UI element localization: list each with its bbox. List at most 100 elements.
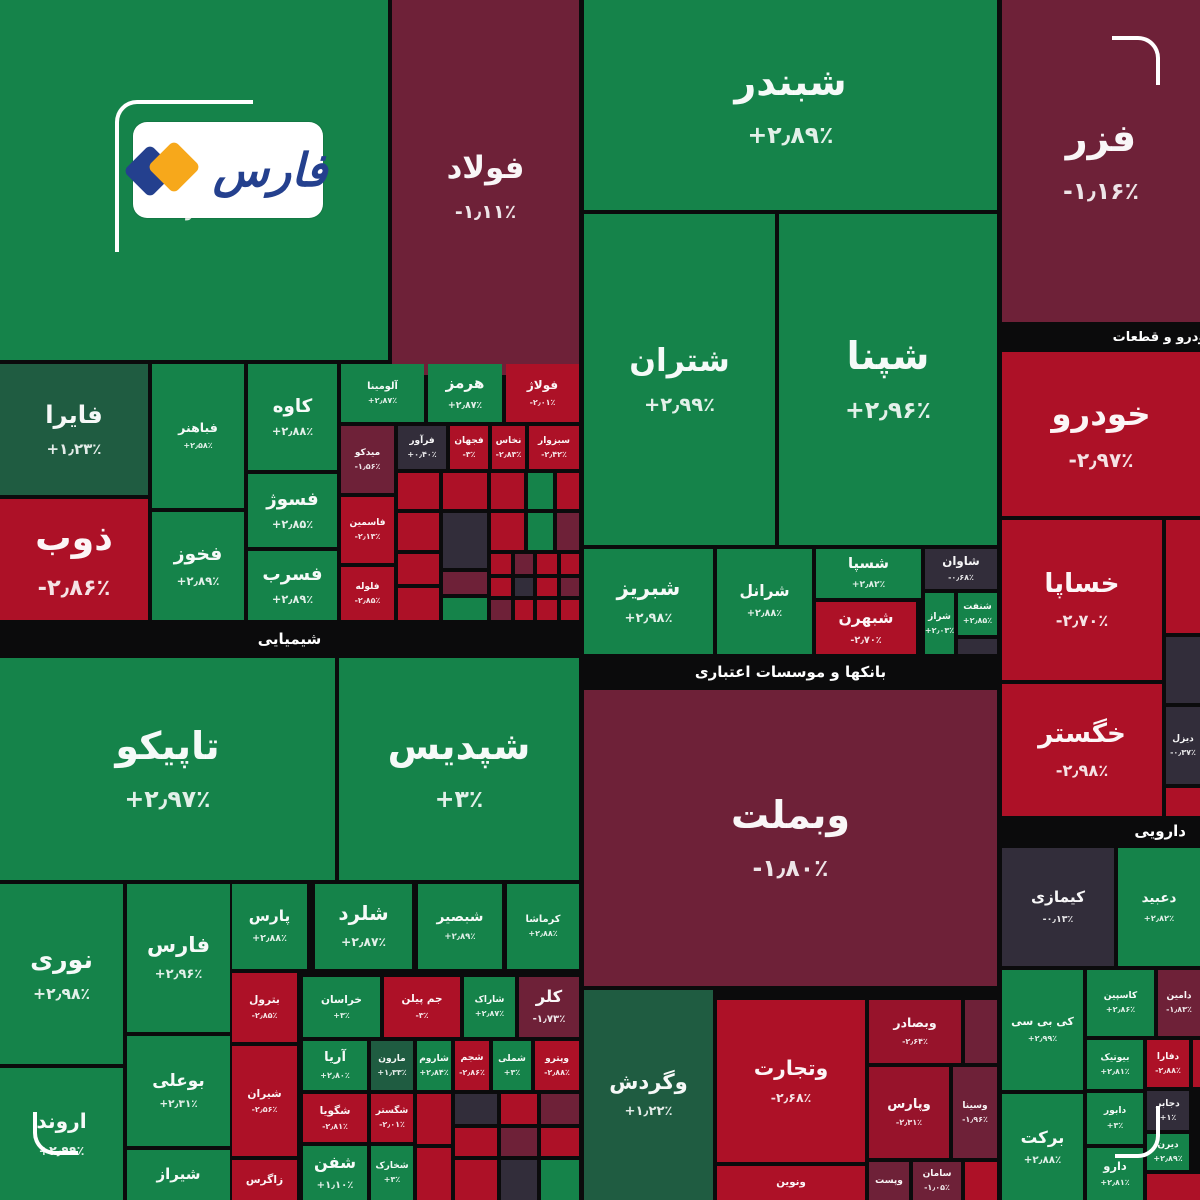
tile-kaveh[interactable]: کاوه +۲٫۸۸٪ [248, 364, 337, 470]
tile-sharoom[interactable]: شاروم +۲٫۸۴٪ [417, 1041, 451, 1090]
sector-strip-chemical: شیمیایی [0, 624, 579, 654]
tile-khegostar[interactable]: خگستر -۲٫۹۸٪ [1002, 684, 1162, 816]
tile-sharak[interactable]: شاراک +۲٫۸۷٪ [464, 977, 515, 1037]
tile-shefan[interactable]: شفن +۱٫۱۰٪ [303, 1146, 367, 1200]
tile-symbol: زاگرس [245, 1172, 284, 1186]
tile-symbol: ذوب [35, 516, 113, 560]
tile-symbol: ونوین [776, 1177, 806, 1189]
tile-noori[interactable]: نوری +۲٫۹۸٪ [0, 884, 123, 1064]
tile-change-percent: -۲٫۹۷٪ [1068, 448, 1134, 473]
tile-vebemellat[interactable]: وبملت -۱٫۸۰٪ [584, 690, 997, 986]
tile-saman[interactable]: سامان -۱٫۰۵٪ [913, 1162, 961, 1200]
tile-faloole[interactable]: فلوله -۲٫۸۵٪ [341, 567, 394, 620]
tile-symbol: فولاد [446, 151, 525, 187]
tile-vtejarat[interactable]: وتجارت -۲٫۶۸٪ [717, 1000, 865, 1162]
tile-vepost[interactable]: وپست [869, 1162, 909, 1200]
tile-aria[interactable]: آریا +۲٫۸۰٪ [303, 1041, 367, 1090]
tile-damin[interactable]: دامین -۱٫۸۳٪ [1158, 970, 1200, 1036]
tile-fars[interactable]: فارس +۲٫۹۶٪ [127, 884, 230, 1032]
tile-betrol[interactable]: بترول -۲٫۸۵٪ [232, 973, 297, 1042]
tile-khadizel[interactable]: دیزل -۰٫۳۷٪ [1166, 707, 1200, 784]
tile-sabzevar[interactable]: سبزوار -۲٫۴۲٪ [529, 426, 579, 469]
tile-shiraz[interactable]: شیراز [127, 1150, 230, 1200]
tile-faira[interactable]: فایرا +۱٫۲۳٪ [0, 364, 148, 495]
tile-shegostar[interactable]: شگستر -۲٫۰۱٪ [371, 1094, 413, 1142]
tile-vesina[interactable]: وسینا -۱٫۹۶٪ [953, 1067, 997, 1158]
tile-mosaic [455, 1128, 497, 1156]
tile-maroon-t[interactable]: مارون +۱٫۳۳٪ [371, 1041, 413, 1090]
tile-zagros[interactable]: زاگرس [232, 1160, 297, 1200]
tile-shabriz[interactable]: شبریز +۲٫۹۸٪ [584, 549, 713, 654]
tile-khorasan[interactable]: خراسان +۳٪ [303, 977, 380, 1037]
tile-symbol: برکت [1020, 1127, 1065, 1147]
tile-symbol: شنفت [963, 602, 992, 613]
tile-fasorb[interactable]: فسرب +۲٫۸۹٪ [248, 551, 337, 620]
tile-booali[interactable]: بوعلی +۲٫۳۱٪ [127, 1036, 230, 1146]
tile-change-percent: +۲٫۸۹٪ [271, 593, 314, 607]
tile-change-percent: +۲٫۹۸٪ [32, 983, 91, 1003]
tile-symbol: فسرب [262, 564, 323, 586]
tile-sheranol[interactable]: شرانل +۲٫۸۸٪ [717, 549, 812, 654]
tile-shejam[interactable]: شجم -۲٫۸۶٪ [455, 1041, 489, 1090]
tile-shelord[interactable]: شلرد +۲٫۸۷٪ [315, 884, 412, 969]
tile-kolor[interactable]: کلر -۱٫۷۳٪ [519, 977, 579, 1037]
tile-zob[interactable]: ذوب -۲٫۸۶٪ [0, 499, 148, 620]
tile-symbol: شسپا [848, 555, 889, 573]
tile-vebesader[interactable]: وبصادر -۲٫۶۴٪ [869, 1000, 961, 1063]
tile-symbol: فلوله [355, 581, 380, 592]
tile-shepdis[interactable]: شپدیس +۳٪ [339, 658, 579, 880]
tile-biotic[interactable]: بیوتیک +۲٫۸۱٪ [1087, 1040, 1143, 1089]
tile-kbc[interactable]: کی بی سی +۲٫۹۹٪ [1002, 970, 1083, 1090]
tile-faravar[interactable]: فرآور +۰٫۴۰٪ [398, 426, 446, 469]
tile-khodro[interactable]: خودرو -۲٫۹۷٪ [1002, 352, 1200, 516]
tile-mosaic [537, 554, 557, 574]
tile-fajahan[interactable]: فجهان -۳٪ [450, 426, 488, 469]
tile-foolad[interactable]: فولاد -۱٫۱۱٪ [392, 0, 579, 375]
tile-fakhooz[interactable]: فخوز +۲٫۸۹٪ [152, 512, 244, 620]
tile-khasapa[interactable]: خساپا -۲٫۷۰٪ [1002, 520, 1162, 680]
tile-kaspian[interactable]: کاسپین +۲٫۸۶٪ [1087, 970, 1154, 1036]
tile-symbol: کرماشا [525, 914, 561, 926]
tile-dafara[interactable]: دفارا -۲٫۸۸٪ [1147, 1040, 1189, 1087]
tile-symbol: بوعلی [152, 1070, 205, 1090]
tile-midko[interactable]: میدکو -۱٫۵۶٪ [341, 426, 394, 493]
tile-vepetro[interactable]: وپترو -۲٫۸۸٪ [535, 1041, 579, 1090]
tile-sheraz[interactable]: شراز +۲٫۰۳٪ [925, 593, 954, 654]
tile-shetran[interactable]: شتران +۲٫۹۹٪ [584, 214, 775, 545]
tile-symbol: شراز [928, 611, 951, 622]
tile-shepna[interactable]: شپنا +۲٫۹۶٪ [779, 214, 997, 545]
tile-shespa[interactable]: شسپا +۲٫۸۲٪ [816, 549, 921, 598]
tile-shemoli[interactable]: شملی +۳٪ [493, 1041, 531, 1090]
tile-mosaic [561, 600, 579, 620]
tile-nakhas[interactable]: نخاس -۲٫۸۳٪ [492, 426, 525, 469]
tile-fabahonar[interactable]: فباهنر +۲٫۵۸٪ [152, 364, 244, 508]
tile-mosaic [541, 1094, 579, 1124]
tile-shekharak[interactable]: شخارک +۳٪ [371, 1146, 413, 1200]
tile-symbol: وبملت [730, 792, 851, 837]
tile-foolazh[interactable]: فولاژ -۲٫۰۱٪ [506, 364, 579, 422]
tile-kimazi[interactable]: کیمازی -۰٫۱۳٪ [1002, 848, 1114, 966]
tile-barekat[interactable]: برکت +۲٫۸۸٪ [1002, 1094, 1083, 1200]
tile-dabid[interactable]: دعبید +۲٫۸۲٪ [1118, 848, 1200, 966]
tile-jampilen[interactable]: جم پیلن -۳٪ [384, 977, 460, 1037]
tile-kermasha[interactable]: کرماشا +۲٫۸۸٪ [507, 884, 579, 969]
tile-shabsir[interactable]: شبصیر +۲٫۸۹٪ [418, 884, 502, 969]
tile-fasmin[interactable]: فاسمین -۲٫۱۳٪ [341, 497, 394, 563]
tile-fasooj[interactable]: فسوژ +۲٫۸۵٪ [248, 474, 337, 547]
tile-pars[interactable]: پارس +۲٫۸۸٪ [232, 884, 307, 969]
tile-aloomina[interactable]: آلومینا +۲٫۸۷٪ [341, 364, 424, 422]
tile-tapico[interactable]: تاپیکو +۲٫۹۷٪ [0, 658, 335, 880]
tile-shabandar[interactable]: شبندر +۲٫۸۹٪ [584, 0, 997, 210]
tile-fazar[interactable]: فزر -۱٫۱۶٪ [1002, 0, 1200, 322]
tile-shabahran[interactable]: شبهرن -۲٫۷۰٪ [816, 602, 916, 654]
tile-hormoz[interactable]: هرمز +۲٫۸۷٪ [428, 364, 502, 422]
tile-shenaft[interactable]: شنفت +۲٫۸۵٪ [958, 593, 997, 635]
tile-change-percent: -۱٫۰۵٪ [924, 1183, 950, 1193]
tile-shavan[interactable]: شاوان -۰٫۶۸٪ [925, 549, 997, 589]
tile-shegooya[interactable]: شگویا -۲٫۸۱٪ [303, 1094, 367, 1142]
tile-shiran[interactable]: شیران -۲٫۵۶٪ [232, 1046, 297, 1156]
tile-vepars[interactable]: وپارس -۲٫۳۱٪ [869, 1067, 949, 1158]
tile-vgardesh[interactable]: وگردش +۱٫۲۲٪ [584, 990, 713, 1200]
tile-venovin[interactable]: ونوین [717, 1166, 865, 1200]
tile-change-percent: -۲٫۰۱٪ [379, 1120, 405, 1130]
